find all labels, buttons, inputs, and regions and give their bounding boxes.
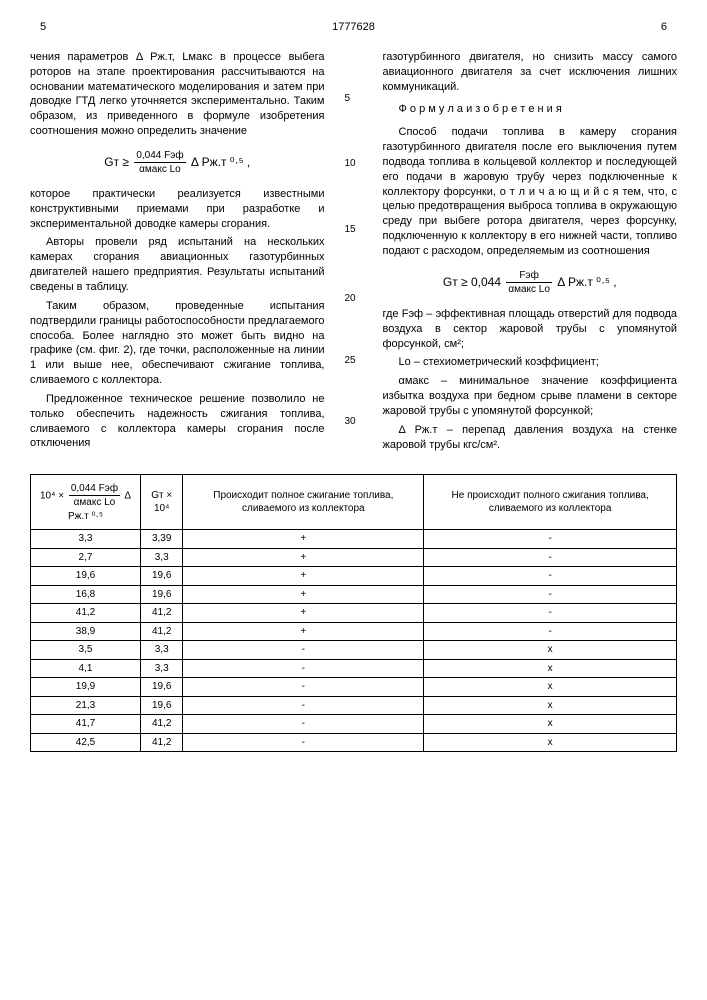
table-cell: + bbox=[183, 585, 424, 604]
table-cell: x bbox=[424, 659, 677, 678]
table-cell: - bbox=[183, 696, 424, 715]
paragraph: Авторы провели ряд испытаний на нескольк… bbox=[30, 235, 325, 294]
table-cell: 3,5 bbox=[31, 641, 141, 660]
line-number-gutter: 5 10 15 20 25 30 bbox=[345, 50, 363, 457]
table-cell: 19,6 bbox=[141, 567, 183, 586]
table-row: 2,73,3+- bbox=[31, 548, 677, 567]
table-cell: 2,7 bbox=[31, 548, 141, 567]
table-row: 4,13,3-x bbox=[31, 659, 677, 678]
col-header-3: Происходит полное сжигание топлива, слив… bbox=[183, 475, 424, 530]
paragraph: газотурбинного двигателя, но снизить мас… bbox=[383, 50, 678, 95]
table-cell: x bbox=[424, 733, 677, 752]
table-cell: + bbox=[183, 567, 424, 586]
fraction: Fэф αмакс Lо bbox=[506, 269, 552, 297]
table-cell: - bbox=[424, 530, 677, 549]
table-cell: 3,3 bbox=[141, 641, 183, 660]
table-cell: 3,3 bbox=[141, 659, 183, 678]
table-cell: - bbox=[424, 604, 677, 623]
right-column: газотурбинного двигателя, но снизить мас… bbox=[383, 50, 678, 457]
claims-heading: Ф о р м у л а и з о б р е т е н и я bbox=[383, 102, 678, 117]
table-cell: 16,8 bbox=[31, 585, 141, 604]
table-row: 41,241,2+- bbox=[31, 604, 677, 623]
table-header-row: 10⁴ × 0,044 Fэф αмакс Lо Δ Ρж.т ⁰·⁵ Gт ×… bbox=[31, 475, 677, 530]
fraction: 0,044 Fэф αмакс Lо bbox=[134, 149, 185, 177]
table-cell: - bbox=[183, 715, 424, 734]
table-cell: - bbox=[424, 585, 677, 604]
table-cell: 42,5 bbox=[31, 733, 141, 752]
table-row: 3,53,3-x bbox=[31, 641, 677, 660]
paragraph: Таким образом, проведенные испытания под… bbox=[30, 299, 325, 388]
table-cell: - bbox=[183, 641, 424, 660]
col-header-4: Не происходит полного сжигания топлива, … bbox=[424, 475, 677, 530]
paragraph: которое практически реализуется известны… bbox=[30, 187, 325, 232]
table-cell: - bbox=[183, 659, 424, 678]
table-cell: 41,7 bbox=[31, 715, 141, 734]
page-left: 5 bbox=[40, 20, 46, 35]
table-cell: x bbox=[424, 678, 677, 697]
table-cell: x bbox=[424, 715, 677, 734]
table-cell: 4,1 bbox=[31, 659, 141, 678]
table-cell: 3,3 bbox=[31, 530, 141, 549]
table-cell: 19,6 bbox=[141, 678, 183, 697]
paragraph: αмакс – минимальное значение коэффициент… bbox=[383, 374, 678, 419]
table-cell: 41,2 bbox=[31, 604, 141, 623]
table-cell: + bbox=[183, 604, 424, 623]
table-row: 16,819,6+- bbox=[31, 585, 677, 604]
paragraph: Lо – стехиометрический коэффициент; bbox=[383, 355, 678, 370]
table-cell: 19,6 bbox=[141, 585, 183, 604]
table-cell: x bbox=[424, 696, 677, 715]
table-row: 38,941,2+- bbox=[31, 622, 677, 641]
table-cell: x bbox=[424, 641, 677, 660]
table-cell: 41,2 bbox=[141, 604, 183, 623]
table-row: 19,619,6+- bbox=[31, 567, 677, 586]
table-row: 19,919,6-x bbox=[31, 678, 677, 697]
table-cell: 19,6 bbox=[31, 567, 141, 586]
col-header-2: Gт × 10⁴ bbox=[141, 475, 183, 530]
table-row: 21,319,6-x bbox=[31, 696, 677, 715]
table-body: 3,33,39+-2,73,3+-19,619,6+-16,819,6+-41,… bbox=[31, 530, 677, 752]
page-header: 5 1777628 6 bbox=[30, 20, 677, 35]
page-right: 6 bbox=[661, 20, 667, 35]
table-cell: - bbox=[424, 622, 677, 641]
table-row: 3,33,39+- bbox=[31, 530, 677, 549]
table-cell: + bbox=[183, 530, 424, 549]
table-cell: 41,2 bbox=[141, 733, 183, 752]
table-cell: + bbox=[183, 622, 424, 641]
left-column: чения параметров Δ Ρж.т, Lмакс в процесс… bbox=[30, 50, 325, 457]
formula-2: Gт ≥ 0,044 Fэф αмакс Lо Δ Ρж.т ⁰·⁵ , bbox=[383, 269, 678, 297]
fraction: 0,044 Fэф αмакс Lо bbox=[69, 482, 120, 510]
table-cell: 19,9 bbox=[31, 678, 141, 697]
results-table: 10⁴ × 0,044 Fэф αмакс Lо Δ Ρж.т ⁰·⁵ Gт ×… bbox=[30, 474, 677, 752]
table-cell: + bbox=[183, 548, 424, 567]
two-column-body: чения параметров Δ Ρж.т, Lмакс в процесс… bbox=[30, 50, 677, 457]
paragraph: Δ Ρж.т – перепад давления воздуха на сте… bbox=[383, 423, 678, 453]
table-cell: 3,39 bbox=[141, 530, 183, 549]
table-cell: - bbox=[424, 567, 677, 586]
table-cell: 19,6 bbox=[141, 696, 183, 715]
paragraph: где Fэф – эффективная площадь отверстий … bbox=[383, 307, 678, 352]
table-cell: - bbox=[424, 548, 677, 567]
paragraph: Предложенное техническое решение позволи… bbox=[30, 392, 325, 451]
table-cell: - bbox=[183, 733, 424, 752]
table-cell: 41,2 bbox=[141, 715, 183, 734]
paragraph: чения параметров Δ Ρж.т, Lмакс в процесс… bbox=[30, 50, 325, 139]
table-cell: 21,3 bbox=[31, 696, 141, 715]
table-cell: - bbox=[183, 678, 424, 697]
table-row: 41,741,2-x bbox=[31, 715, 677, 734]
col-header-1: 10⁴ × 0,044 Fэф αмакс Lо Δ Ρж.т ⁰·⁵ bbox=[31, 475, 141, 530]
doc-number: 1777628 bbox=[332, 20, 375, 35]
table-cell: 3,3 bbox=[141, 548, 183, 567]
formula-1: Gт ≥ 0,044 Fэф αмакс Lо Δ Ρж.т ⁰·⁵ , bbox=[30, 149, 325, 177]
paragraph: Способ подачи топлива в камеру сгорания … bbox=[383, 125, 678, 259]
table-cell: 41,2 bbox=[141, 622, 183, 641]
table-cell: 38,9 bbox=[31, 622, 141, 641]
table-row: 42,541,2-x bbox=[31, 733, 677, 752]
